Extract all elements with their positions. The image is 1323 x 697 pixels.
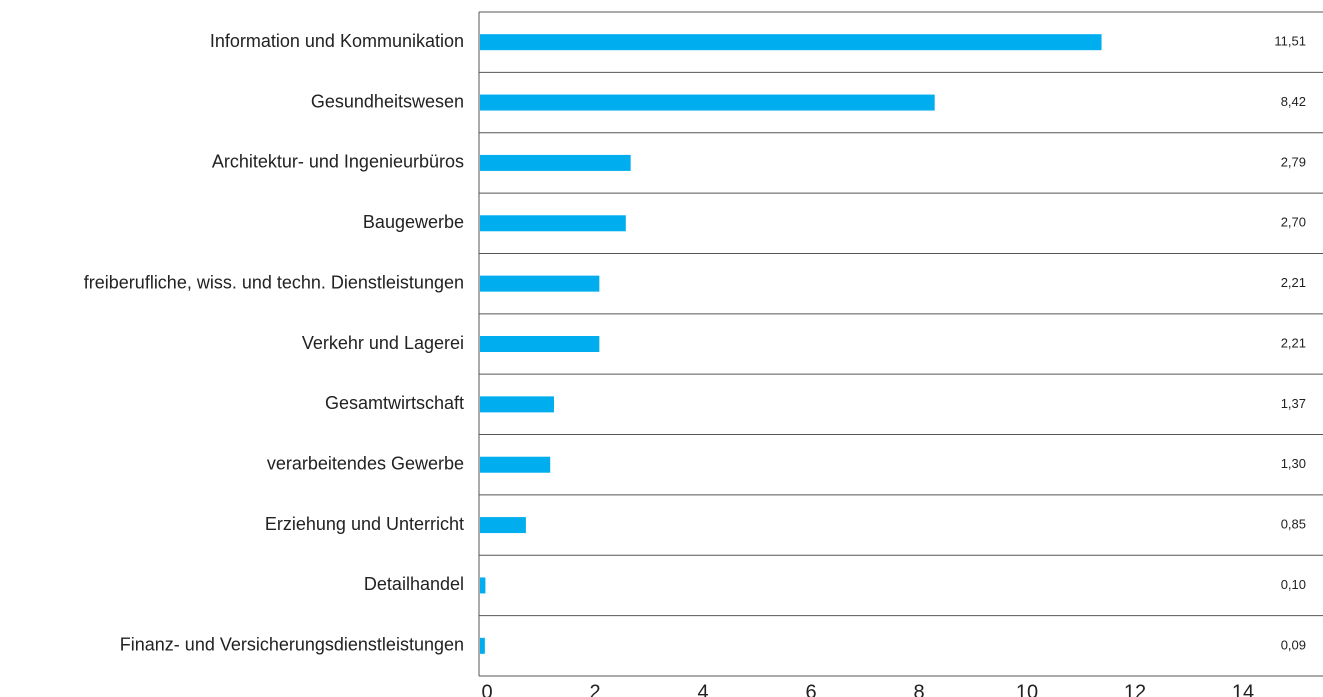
category-label: Detailhandel [364,574,464,594]
x-tick-label: 12 [1124,681,1146,697]
category-label: verarbeitendes Gewerbe [267,453,464,473]
value-label: 2,21 [1281,275,1306,290]
value-label: 8,42 [1281,94,1306,109]
value-label: 1,37 [1281,396,1306,411]
x-tick-label: 2 [589,681,600,697]
bar [480,577,486,594]
category-label: Information und Kommunikation [210,31,464,51]
category-label: Finanz- und Versicherungsdienstleistunge… [120,635,464,655]
value-label: 2,21 [1281,335,1306,350]
bar [480,94,935,111]
x-tick-label: 6 [805,681,816,697]
bar [480,154,631,171]
value-label: 2,70 [1281,215,1306,230]
x-tick-label: 0 [481,681,492,697]
bar [480,456,551,473]
bar [480,336,600,352]
x-tick-label: 10 [1016,681,1038,697]
bar [480,517,526,534]
category-label: Erziehung und Unterricht [265,514,464,534]
x-tick-label: 4 [697,681,708,697]
value-label: 0,85 [1281,517,1306,532]
bar [480,275,600,292]
category-label: Baugewerbe [363,212,464,232]
bar [480,215,626,232]
value-label: 1,30 [1281,456,1306,471]
bar [480,34,1102,51]
value-label: 2,79 [1281,154,1306,169]
value-label: 0,09 [1281,637,1306,652]
category-label: freiberufliche, wiss. und techn. Dienstl… [84,272,464,292]
category-label: Gesamtwirtschaft [325,393,464,413]
x-tick-label: 14 [1232,681,1254,697]
category-label: Architektur- und Ingenieurbüros [212,152,464,172]
bar [480,396,554,413]
value-label: 11,51 [1274,34,1306,49]
category-label: Gesundheitswesen [311,91,464,111]
value-label: 0,10 [1281,577,1306,592]
x-tick-label: 8 [913,681,924,697]
bar [480,637,485,654]
category-label: Verkehr und Lagerei [302,333,464,353]
